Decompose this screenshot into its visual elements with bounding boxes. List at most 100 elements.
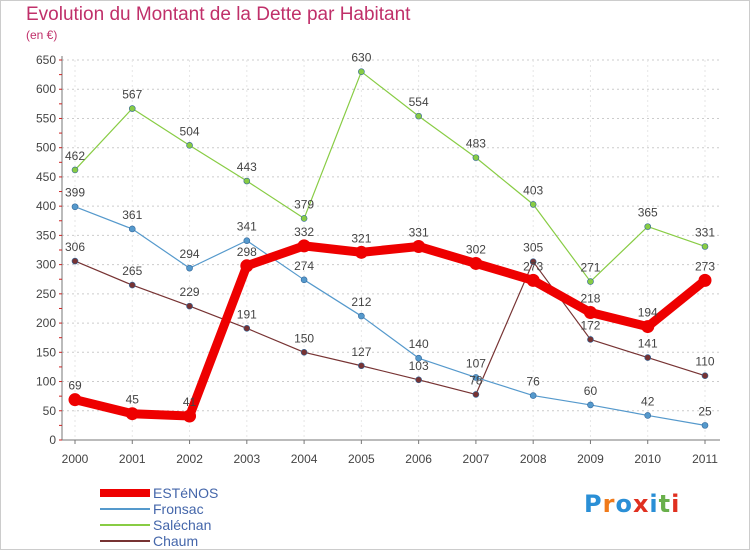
series-1-line [74,206,706,426]
series-1-label-2010: 42 [641,394,655,408]
x-tick-label-2004: 2004 [291,452,318,466]
series-0-label-2009: 218 [580,292,600,306]
x-tick-label-2008: 2008 [520,452,547,466]
series-3-label-2006: 103 [409,359,429,373]
y-tick-label-450: 450 [36,170,56,184]
logo-letter: i [671,490,681,518]
series-2-label-2000: 462 [65,149,85,163]
series-0-point-2007 [469,256,483,270]
series-0-label-2002: 41 [183,395,197,409]
series-0-label-2006: 331 [409,225,429,239]
series-3-point-2007 [472,391,480,398]
series-3-point-2011 [701,372,709,379]
series-2-point-2011 [701,243,709,250]
series-3-point-2003 [243,325,251,332]
logo-letter: i [649,490,659,518]
series-3-line [74,260,706,395]
series-2-point-2009 [587,278,594,285]
series-1-point-2002 [186,264,193,272]
series-0-point-2011 [698,273,712,287]
series-2-label-2009: 271 [580,261,600,275]
series-2-point-2001 [128,105,136,112]
legend: ESTéNOS Fronsac Saléchan Chaum [100,485,300,549]
series-0-label-2007: 302 [466,242,486,256]
chart-title: Evolution du Montant de la Dette par Hab… [26,4,411,25]
series-points [68,68,712,429]
series-0-label-2000: 69 [68,379,82,393]
series-1-point-2001 [128,225,136,233]
y-tick-label-50: 50 [43,404,57,418]
series-1-label-2003: 341 [237,220,257,234]
series-1-point-2000 [71,203,79,211]
series-1-point-2006 [415,354,422,362]
y-tick-label-0: 0 [49,433,56,447]
series-3-point-2001 [128,281,136,289]
y-tick-label-150: 150 [36,345,56,359]
series-0-point-2002 [183,409,197,423]
series-0-line [70,241,710,421]
series-3-point-2009 [587,336,594,343]
x-tick-label-2002: 2002 [176,452,203,466]
y-tick-label-650: 650 [36,53,56,67]
x-tick-labels: 2000 2001 2002 2003 2004 2005 2006 2007 2008 2009… [62,440,718,466]
series-1-point-2009 [587,401,594,409]
series-2-point-2004 [300,215,308,222]
series-2-label-2001: 567 [122,88,142,102]
series-3-point-2008 [529,258,537,265]
series-2-point-2002 [186,142,193,149]
series-2-label-2002: 504 [180,124,200,138]
y-tick-label-500: 500 [36,141,56,155]
legend-label-salechan: Saléchan [153,517,212,533]
legend-swatch-chaum [100,540,150,542]
legend-label-chaum: Chaum [153,533,199,549]
series-2-label-2008: 403 [523,183,543,197]
series-lines [70,71,710,426]
series-3-label-2003: 191 [237,307,257,321]
series-0-point-2000 [68,393,82,407]
series-0-label-2011: 273 [695,259,715,273]
y-tick-label-350: 350 [36,228,56,242]
series-0-label-2004: 332 [294,225,314,239]
series-3-label-2010: 141 [638,337,658,351]
series-0-point-2006 [412,239,426,253]
x-tick-label-2007: 2007 [463,452,490,466]
series-2-label-2003: 443 [237,160,257,174]
series-1-label-2005: 212 [351,295,371,309]
series-2-point-2003 [243,177,251,185]
x-tick-label-2005: 2005 [348,452,375,466]
y-tick-label-400: 400 [36,199,56,213]
series-1-label-2009: 60 [584,384,598,398]
series-1-label-2004: 274 [294,259,314,273]
series-3-label-2000: 306 [65,240,85,254]
series-2-label-2006: 554 [409,95,429,109]
series-3-point-2002 [186,302,193,310]
series-3-point-2004 [300,349,308,356]
legend-swatch-fronsac [100,508,150,510]
legend-item-estenos: ESTéNOS [100,485,300,501]
series-0-label-2005: 321 [351,231,371,245]
x-tick-label-2003: 2003 [233,452,260,466]
axes [59,56,720,441]
series-1-point-2008 [529,392,537,399]
x-tick-label-2001: 2001 [119,452,146,466]
y-tick-label-200: 200 [36,316,56,330]
y-tick-labels: 0 50 100 150 200 250 300 350 400 450 500 550 600 650 [36,53,56,447]
series-2-point-2008 [529,201,537,208]
series-1-label-2011: 25 [698,404,712,418]
series-1-label-2007: 107 [466,356,486,370]
data-labels: 69 45 41 298 332 321 331 302 273 218 194 273 399 361 2… [65,51,715,419]
line-chart: 050100150200250300350400450500550600650 … [36,51,720,466]
legend-item-salechan: Saléchan [100,517,300,533]
series-1-label-2002: 294 [180,247,200,261]
series-2-point-2006 [415,112,422,120]
series-3-label-2009: 172 [580,318,600,332]
series-1-point-2010 [644,412,652,419]
legend-label-fronsac: Fronsac [153,501,204,517]
series-3-label-2011: 110 [695,355,714,369]
series-2-label-2010: 365 [638,206,658,220]
series-2-line [74,71,706,283]
series-0-point-2003 [240,259,254,273]
x-tick-label-2011: 2011 [692,452,718,466]
y-tick-label-100: 100 [36,375,56,389]
legend-swatch-salechan [100,524,150,526]
